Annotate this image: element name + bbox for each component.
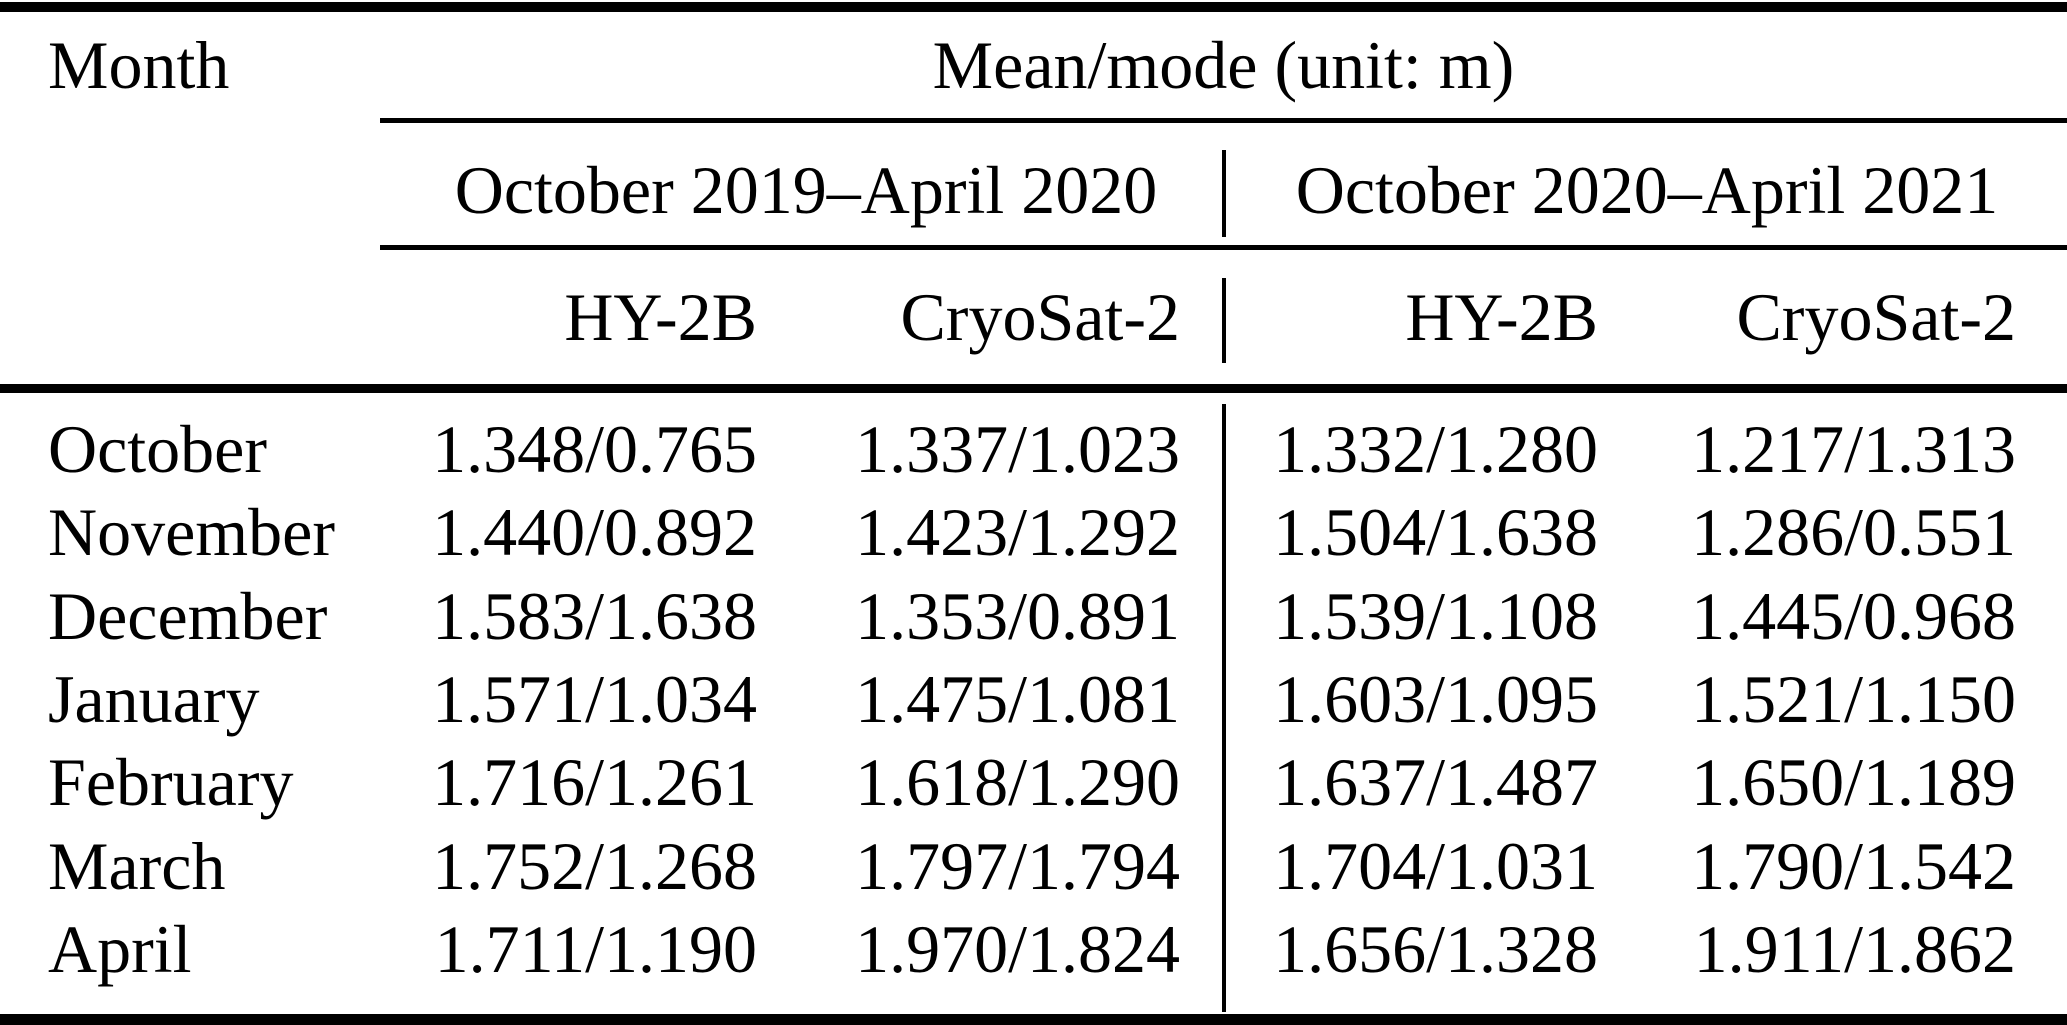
value-cell: 1.353/0.891 xyxy=(855,578,1180,654)
table-row-november: November 1.440/0.892 1.423/1.292 1.504/1… xyxy=(0,491,2067,574)
header-body-rule xyxy=(0,384,2067,393)
period-cmidrule xyxy=(380,245,2067,250)
table-row-october: October 1.348/0.765 1.337/1.023 1.332/1.… xyxy=(0,408,2067,491)
value-cell: 1.337/1.023 xyxy=(855,411,1180,487)
table-row-february: February 1.716/1.261 1.618/1.290 1.637/1… xyxy=(0,741,2067,824)
value-cell: 1.603/1.095 xyxy=(1273,661,1598,737)
month-cell: March xyxy=(48,828,226,904)
top-rule xyxy=(0,2,2067,12)
value-cell: 1.332/1.280 xyxy=(1273,411,1598,487)
mean-mode-header: Mean/mode (unit: m) xyxy=(932,27,1515,103)
satellite-header-p1-hy2b: HY-2B xyxy=(564,279,757,355)
value-cell: 1.440/0.892 xyxy=(432,494,757,570)
value-cell: 1.716/1.261 xyxy=(432,744,757,820)
value-cell: 1.583/1.638 xyxy=(432,578,757,654)
month-cell: December xyxy=(48,578,328,654)
value-cell: 1.911/1.862 xyxy=(1693,911,2016,987)
table-row-december: December 1.583/1.638 1.353/0.891 1.539/1… xyxy=(0,575,2067,658)
value-cell: 1.752/1.268 xyxy=(432,828,757,904)
mean-mode-cmidrule xyxy=(380,118,2067,123)
value-cell: 1.423/1.292 xyxy=(855,494,1180,570)
value-cell: 1.650/1.189 xyxy=(1691,744,2016,820)
value-cell: 1.521/1.150 xyxy=(1691,661,2016,737)
month-column-header: Month xyxy=(48,27,230,103)
table-row-april: April 1.711/1.190 1.970/1.824 1.656/1.32… xyxy=(0,908,2067,991)
month-cell: January xyxy=(48,661,260,737)
period-column-divider-body xyxy=(1222,404,1226,1012)
value-cell: 1.970/1.824 xyxy=(855,911,1180,987)
period-header-2020-2021: October 2020–April 2021 xyxy=(1295,152,1999,228)
value-cell: 1.571/1.034 xyxy=(432,661,757,737)
month-cell: April xyxy=(48,911,192,987)
value-cell: 1.217/1.313 xyxy=(1691,411,2016,487)
satellite-header-p2-hy2b: HY-2B xyxy=(1405,279,1598,355)
table-row-january: January 1.571/1.034 1.475/1.081 1.603/1.… xyxy=(0,658,2067,741)
value-cell: 1.618/1.290 xyxy=(855,744,1180,820)
value-cell: 1.348/0.765 xyxy=(432,411,757,487)
value-cell: 1.475/1.081 xyxy=(855,661,1180,737)
value-cell: 1.637/1.487 xyxy=(1273,744,1598,820)
value-cell: 1.656/1.328 xyxy=(1273,911,1598,987)
value-cell: 1.790/1.542 xyxy=(1691,828,2016,904)
value-cell: 1.797/1.794 xyxy=(855,828,1180,904)
satellite-header-p1-cryosat2: CryoSat-2 xyxy=(900,279,1180,355)
month-cell: November xyxy=(48,494,336,570)
period-header-2019-2020: October 2019–April 2020 xyxy=(454,152,1158,228)
table-row-march: March 1.752/1.268 1.797/1.794 1.704/1.03… xyxy=(0,825,2067,908)
value-cell: 1.286/0.551 xyxy=(1691,494,2016,570)
satellite-header-p2-cryosat2: CryoSat-2 xyxy=(1736,279,2016,355)
period-column-divider-subheader xyxy=(1222,278,1226,363)
period-column-divider-header xyxy=(1222,150,1226,237)
value-cell: 1.711/1.190 xyxy=(434,911,757,987)
value-cell: 1.539/1.108 xyxy=(1273,578,1598,654)
value-cell: 1.504/1.638 xyxy=(1273,494,1598,570)
month-cell: October xyxy=(48,411,268,487)
value-cell: 1.445/0.968 xyxy=(1691,578,2016,654)
value-cell: 1.704/1.031 xyxy=(1273,828,1598,904)
bottom-rule xyxy=(0,1014,2067,1025)
month-cell: February xyxy=(48,744,294,820)
